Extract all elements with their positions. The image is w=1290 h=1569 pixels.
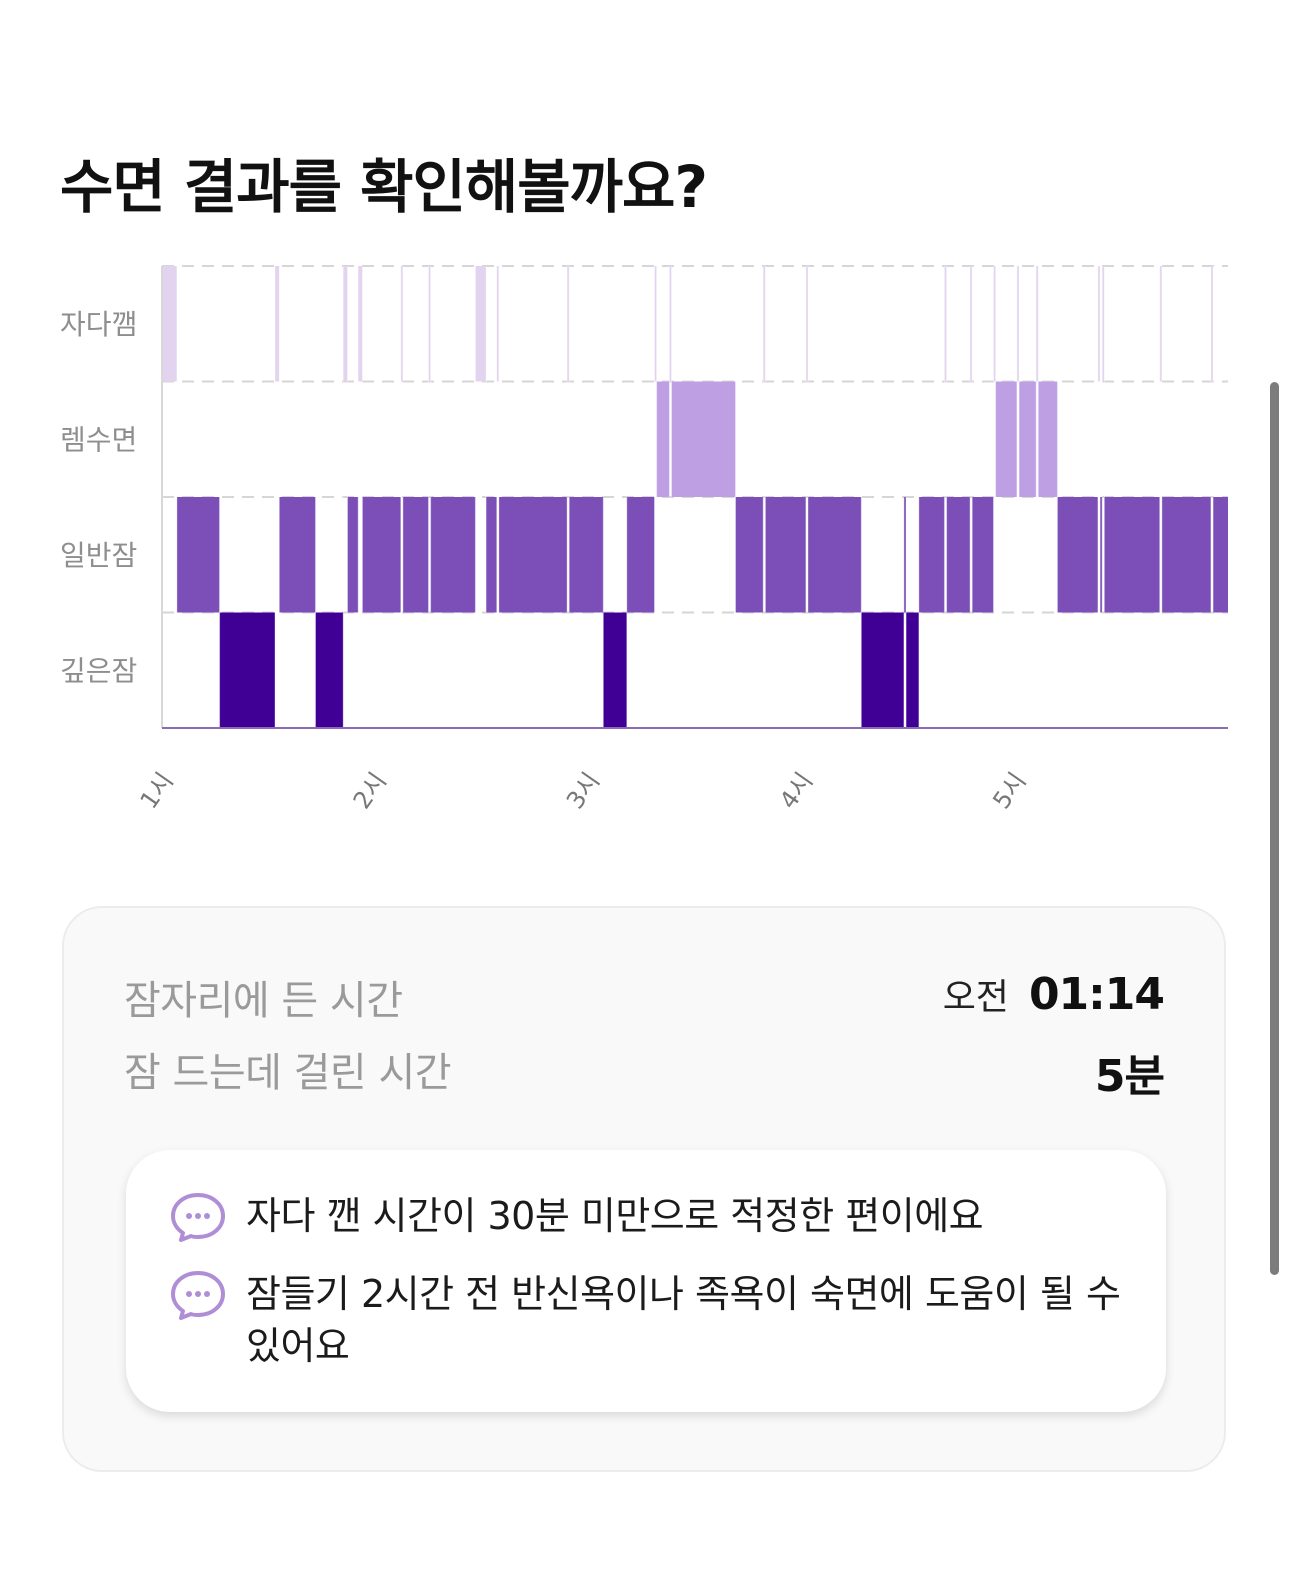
bedtime-value-group: 오전 01:14 <box>942 968 1165 1020</box>
chart-axes <box>161 266 1228 729</box>
x-tick-label: 3시 <box>561 767 605 814</box>
latency-value-group: 5분 <box>1094 1040 1165 1104</box>
segment-자다깸 <box>400 266 403 382</box>
segment-일반잠 <box>347 497 359 613</box>
segment-자다깸 <box>567 266 570 382</box>
segment-자다깸 <box>1036 266 1039 382</box>
chat-bubble-icon <box>171 1271 225 1320</box>
chart-segments <box>162 266 1228 728</box>
x-tick-label: 4시 <box>774 767 818 814</box>
segment-깊은잠 <box>906 612 919 728</box>
segment-일반잠 <box>1100 497 1103 613</box>
segment-일반잠 <box>903 497 906 613</box>
segment-일반잠 <box>279 497 316 613</box>
tips-box: 자다 깬 시간이 30분 미만으로 적정한 편이에요 잠들기 2시간 전 반신욕… <box>126 1150 1166 1412</box>
segment-자다깸 <box>343 266 348 382</box>
segment-일반잠 <box>808 497 862 613</box>
segment-렘수면 <box>1019 381 1037 497</box>
segment-일반잠 <box>362 497 401 613</box>
segment-자다깸 <box>805 266 808 382</box>
segment-자다깸 <box>275 266 280 382</box>
chat-bubble-icon <box>171 1193 225 1242</box>
x-tick-label: 1시 <box>135 767 179 814</box>
segment-일반잠 <box>735 497 764 613</box>
segment-자다깸 <box>763 266 766 382</box>
segment-렘수면 <box>995 381 1017 497</box>
segment-일반잠 <box>498 497 568 613</box>
segment-렘수면 <box>1038 381 1058 497</box>
bedtime-value: 01:14 <box>1028 969 1165 1020</box>
segment-자다깸 <box>993 266 996 382</box>
page-title: 수면 결과를 확인해볼까요? <box>60 153 708 221</box>
segment-자다깸 <box>475 266 487 382</box>
segment-일반잠 <box>1161 497 1211 613</box>
segment-자다깸 <box>654 266 657 382</box>
bedtime-ampm: 오전 <box>942 977 1009 1018</box>
latency-value: 5분 <box>1094 1051 1165 1102</box>
segment-일반잠 <box>1104 497 1160 613</box>
segment-일반잠 <box>918 497 945 613</box>
segment-자다깸 <box>496 266 499 382</box>
segment-일반잠 <box>972 497 994 613</box>
segment-렘수면 <box>656 381 670 497</box>
segment-일반잠 <box>569 497 604 613</box>
segment-일반잠 <box>765 497 806 613</box>
scrollbar[interactable] <box>1270 382 1279 1275</box>
y-label: 일반잠 <box>60 539 137 572</box>
segment-자다깸 <box>1097 266 1100 382</box>
segment-자다깸 <box>1210 266 1213 382</box>
segment-자다깸 <box>1159 266 1162 382</box>
segment-일반잠 <box>402 497 429 613</box>
segment-일반잠 <box>176 497 220 613</box>
segment-일반잠 <box>626 497 655 613</box>
segment-일반잠 <box>946 497 971 613</box>
segment-자다깸 <box>1016 266 1019 382</box>
bedtime-label: 잠자리에 든 시간 <box>124 978 403 1024</box>
segment-일반잠 <box>1057 497 1098 613</box>
segment-일반잠 <box>486 497 497 613</box>
segment-깊은잠 <box>603 612 627 728</box>
segment-자다깸 <box>970 266 973 382</box>
latency-row: 잠 드는데 걸린 시간 5분 <box>124 1040 1165 1102</box>
segment-자다깸 <box>669 266 672 382</box>
segment-깊은잠 <box>219 612 275 728</box>
x-axis-labels: 1시 2시 3시 4시 5시 <box>135 767 1032 814</box>
x-tick-label: 5시 <box>987 767 1031 814</box>
latency-label: 잠 드는데 걸린 시간 <box>124 1050 452 1096</box>
tip-text: 자다 깬 시간이 30분 미만으로 적정한 편이에요 <box>246 1194 984 1238</box>
segment-일반잠 <box>1213 497 1228 613</box>
x-tick-label: 2시 <box>348 767 392 814</box>
y-label: 깊은잠 <box>60 654 137 687</box>
segment-일반잠 <box>430 497 476 613</box>
y-label: 자다깸 <box>60 308 137 341</box>
segment-깊은잠 <box>315 612 344 728</box>
segment-자다깸 <box>162 266 177 382</box>
segment-자다깸 <box>428 266 431 382</box>
segment-자다깸 <box>944 266 947 382</box>
segment-자다깸 <box>358 266 363 382</box>
segment-렘수면 <box>671 381 736 497</box>
segment-깊은잠 <box>861 612 904 728</box>
segment-자다깸 <box>1102 266 1105 382</box>
tip-text: 잠들기 2시간 전 반신욕이나 족욕이 숙면에 도움이 될 수 있어요 <box>246 1272 1121 1368</box>
y-label: 렘수면 <box>60 423 137 456</box>
bedtime-row: 잠자리에 든 시간 오전 01:14 <box>124 968 1165 1028</box>
sleep-summary-card: 잠자리에 든 시간 오전 01:14 잠 드는데 걸린 시간 5분 자다 깬 시… <box>62 906 1226 1472</box>
